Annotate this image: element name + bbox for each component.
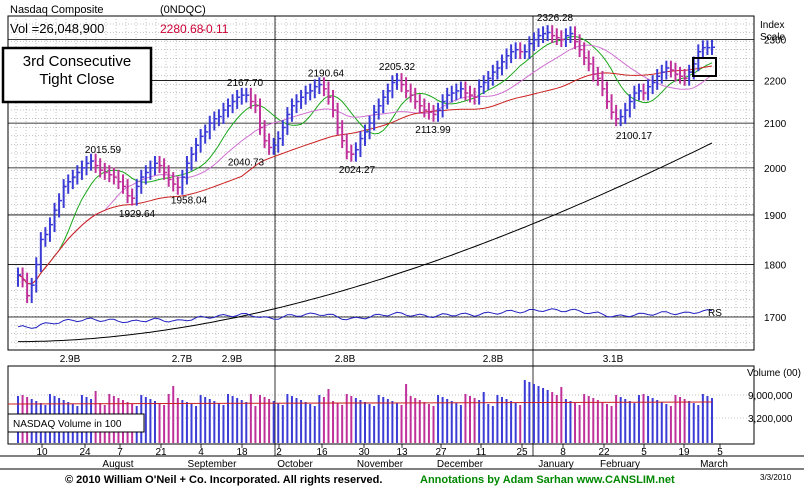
- x-day-label: 5: [641, 447, 647, 458]
- volume-label: NASDAQ Volume in 100: [13, 419, 122, 430]
- x-month-label: January: [538, 459, 574, 470]
- price-label: 2113.99: [415, 125, 451, 136]
- grid-layer: 2300 2200 2100 2000 1900 1800 1700 9,000,000 3,2…: [8, 16, 793, 456]
- annotation-box: [1, 46, 153, 104]
- annotation-line-2: Tight Close: [39, 71, 114, 88]
- x-day-label: 19: [678, 447, 690, 458]
- y-tick-label: 2000: [764, 164, 787, 175]
- x-month-label: November: [357, 459, 404, 470]
- y-tick-label: 1800: [764, 261, 787, 272]
- price-label: 2190.64: [308, 68, 345, 79]
- x-day-label: 30: [358, 447, 370, 458]
- last-price: 2280.68: [160, 22, 204, 36]
- price-label: 1958.04: [171, 195, 208, 206]
- credit-text: Annotations by Adam Sarhan www.CANSLIM.n…: [420, 474, 675, 486]
- x-day-label: 21: [155, 447, 167, 458]
- price-label: 2167.70: [227, 78, 264, 89]
- rs-line: [17, 308, 713, 329]
- x-day-label: 2: [276, 447, 282, 458]
- volume-label: 2.9B: [222, 354, 243, 365]
- ma-200-line: [18, 142, 713, 343]
- y-tick-label: 2100: [764, 119, 787, 130]
- volume-axis-title: Volume (00): [747, 368, 801, 379]
- copyright-text: © 2010 William O'Neil + Co. Incorporated…: [65, 474, 382, 486]
- x-month-label: February: [600, 459, 640, 470]
- rs-label: RS: [708, 308, 722, 319]
- x-day-label: 16: [316, 447, 328, 458]
- rs-line-layer: [17, 308, 713, 329]
- x-day-label: 24: [79, 447, 91, 458]
- index-scale-line-2: Scale: [760, 32, 785, 43]
- price-label: 1929.64: [119, 209, 156, 220]
- volume-tick-label: 3,200,000: [748, 414, 793, 425]
- volume-label: 3.1B: [603, 354, 624, 365]
- index-symbol: (0NDQC): [160, 4, 206, 16]
- x-day-label: 7: [117, 447, 123, 458]
- volume-tick-label: 9,000,000: [748, 391, 793, 402]
- x-day-label: 22: [598, 447, 610, 458]
- index-name: Nasdaq Composite: [10, 4, 104, 16]
- x-day-label: 13: [396, 447, 408, 458]
- volume-label-box: [7, 413, 145, 433]
- x-day-label: 27: [435, 447, 447, 458]
- index-scale-line-1: Index: [760, 20, 784, 31]
- volume-ma-line: [7, 401, 713, 405]
- volume-readout: Vol =26,048,900: [10, 21, 104, 36]
- price-label: 2015.59: [85, 145, 122, 156]
- date-stamp: 3/3/2010: [760, 473, 792, 482]
- x-day-label: 18: [236, 447, 248, 458]
- volume-label: 2.7B: [172, 354, 193, 365]
- price-label: 2100.17: [616, 131, 653, 142]
- annotation-line-1: 3rd Consecutive: [23, 53, 131, 70]
- x-day-label: 5: [717, 447, 723, 458]
- price-bars-layer: 2015.59 1929.64 1958.04 2167.70 2040.73 2190.…: [17, 13, 717, 304]
- x-month-label: October: [277, 459, 313, 470]
- price-label: 2024.27: [339, 165, 376, 176]
- y-tick-label: 2200: [764, 76, 787, 87]
- x-month-label: September: [188, 459, 238, 470]
- volume-label: 2.8B: [335, 354, 356, 365]
- y-tick-label: 1900: [764, 211, 787, 222]
- ma-20-line: [17, 44, 713, 285]
- x-day-label: 25: [516, 447, 528, 458]
- x-day-label: 11: [476, 447, 487, 458]
- x-day-label: 10: [36, 447, 48, 458]
- x-month-label: August: [102, 459, 133, 470]
- x-day-label: 8: [560, 447, 566, 458]
- y-tick-label: 2300: [764, 36, 787, 47]
- volume-label: 2.8B: [483, 354, 504, 365]
- price-label: 2326.28: [537, 13, 574, 24]
- price-change: -0.11: [202, 22, 229, 36]
- price-label: 2040.73: [228, 157, 265, 168]
- x-day-label: 4: [198, 447, 204, 458]
- last-bars-highlight: [692, 57, 717, 77]
- y-tick-label: 1700: [764, 313, 787, 324]
- x-month-label: March: [700, 459, 728, 470]
- price-label: 2205.32: [379, 62, 416, 73]
- x-month-label: December: [437, 459, 484, 470]
- volume-layer: 2.9B 2.7B 2.9B 2.8B 2.8B 3.1B: [7, 354, 713, 443]
- volume-label: 2.9B: [60, 354, 81, 365]
